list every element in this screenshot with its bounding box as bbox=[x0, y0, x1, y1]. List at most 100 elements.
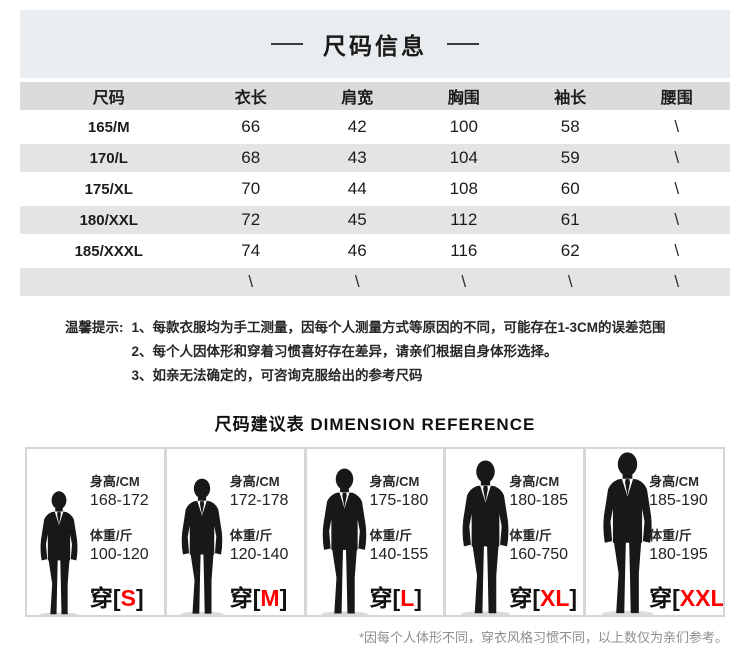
wear-size: L bbox=[400, 585, 415, 611]
cell-shoulder: 42 bbox=[347, 117, 367, 136]
tips-list: 1、每款衣服均为手工测量，因每个人测量方式等原因的不同，可能存在1-3CM的误差… bbox=[132, 316, 666, 388]
cell-size: 170/L bbox=[89, 149, 128, 167]
panel-text: 身高/CM 185-190 体重/斤 180-195 穿[XXL] bbox=[649, 471, 723, 611]
weight-value: 120-140 bbox=[229, 546, 289, 563]
header-cell-size: 尺码 bbox=[92, 90, 125, 107]
panel-text: 身高/CM 180-185 体重/斤 160-750 穿[XL] bbox=[509, 471, 581, 611]
cell-sleeve: 62 bbox=[560, 241, 580, 260]
wear-prefix: 穿[ bbox=[229, 585, 261, 611]
wear-prefix: 穿[ bbox=[89, 585, 121, 611]
weight-value: 180-195 bbox=[649, 546, 708, 563]
height-value: 185-190 bbox=[649, 492, 708, 509]
cell-sleeve: 60 bbox=[560, 179, 580, 198]
header-cell-sleeve: 袖长 bbox=[554, 90, 587, 107]
wear-prefix: 穿[ bbox=[649, 585, 680, 611]
wear-size: XXL bbox=[679, 585, 723, 611]
cell-waist: \ bbox=[674, 117, 680, 136]
tip-item: 1、每款衣服均为手工测量，因每个人测量方式等原因的不同，可能存在1-3CM的误差… bbox=[131, 320, 666, 335]
wear-size: XL bbox=[539, 585, 570, 611]
height-value: 172-178 bbox=[229, 492, 289, 509]
title-dash-left bbox=[271, 43, 303, 45]
cell-shoulder: 44 bbox=[347, 179, 367, 198]
wear-size-line: 穿[XXL] bbox=[649, 579, 723, 613]
table-row: \ \ \ \ \ bbox=[20, 268, 730, 296]
cell-length: 66 bbox=[241, 117, 261, 136]
cell-waist: \ bbox=[674, 272, 680, 291]
size-panel-l: 身高/CM 175-180 体重/斤 140-155 穿[L] bbox=[306, 449, 444, 615]
wear-suffix: ] bbox=[135, 585, 144, 611]
cell-length: 72 bbox=[241, 210, 261, 229]
table-row: 170/L 68 43 104 59 \ bbox=[20, 144, 730, 172]
wear-suffix: ] bbox=[414, 585, 422, 611]
tips-label: 温馨提示: bbox=[65, 320, 124, 335]
height-label: 身高/CM bbox=[649, 474, 699, 489]
header-cell-shoulder: 肩宽 bbox=[341, 90, 374, 107]
cell-shoulder: 43 bbox=[347, 148, 367, 167]
cell-waist: \ bbox=[674, 148, 680, 167]
cell-size: 165/M bbox=[87, 118, 130, 136]
table-header-row: 尺码 衣长 肩宽 胸围 袖长 腰围 bbox=[20, 82, 730, 110]
cell-sleeve: 59 bbox=[560, 148, 580, 167]
cell-chest: 104 bbox=[449, 148, 478, 167]
page-title: 尺码信息 bbox=[323, 33, 427, 59]
wear-size-line: 穿[M] bbox=[230, 579, 302, 613]
weight-label: 体重/斤 bbox=[369, 528, 413, 543]
cell-chest: \ bbox=[461, 272, 467, 291]
size-table: 尺码 衣长 肩宽 胸围 袖长 腰围 165/M 66 42 100 58 \ 1… bbox=[20, 82, 730, 296]
height-value: 175-180 bbox=[369, 492, 429, 509]
cell-length: 68 bbox=[241, 148, 261, 167]
cell-chest: 116 bbox=[450, 241, 478, 260]
cell-shoulder: \ bbox=[354, 272, 360, 291]
wear-size: M bbox=[260, 585, 280, 611]
cell-chest: 108 bbox=[449, 179, 478, 198]
cell-sleeve: 58 bbox=[560, 117, 580, 136]
panel-text: 身高/CM 175-180 体重/斤 140-155 穿[L] bbox=[369, 471, 442, 611]
suit-man-silhouette-icon bbox=[28, 491, 90, 615]
title-band: 尺码信息 bbox=[20, 10, 730, 78]
cell-chest: 112 bbox=[450, 210, 478, 229]
panel-text: 身高/CM 168-172 体重/斤 100-120 穿[S] bbox=[89, 471, 162, 611]
cell-length: 74 bbox=[241, 241, 261, 260]
height-label: 身高/CM bbox=[229, 474, 280, 489]
wear-size-line: 穿[L] bbox=[370, 579, 442, 613]
header-cell-waist: 腰围 bbox=[660, 90, 693, 107]
weight-value: 100-120 bbox=[89, 546, 149, 563]
footnote: *因每个人体形不同，穿衣风格习惯不同，以上数仅为亲们参考。 bbox=[358, 630, 728, 645]
wear-size-line: 穿[S] bbox=[90, 579, 162, 613]
header-cell-chest: 胸围 bbox=[447, 90, 480, 107]
size-panel-xxl: 身高/CM 185-190 体重/斤 180-195 穿[XXL] bbox=[586, 449, 723, 615]
cell-chest: 100 bbox=[449, 117, 478, 136]
table-row: 185/XXXL 74 46 116 62 \ bbox=[20, 236, 730, 266]
cell-waist: \ bbox=[674, 241, 680, 260]
height-label: 身高/CM bbox=[509, 474, 560, 489]
size-panel-strip: 身高/CM 168-172 体重/斤 100-120 穿[S] 身高/CM 17… bbox=[25, 447, 725, 617]
cell-length: \ bbox=[248, 272, 254, 291]
weight-label: 体重/斤 bbox=[89, 528, 133, 543]
size-panel-s: 身高/CM 168-172 体重/斤 100-120 穿[S] bbox=[27, 449, 164, 615]
height-label: 身高/CM bbox=[89, 474, 140, 489]
wear-prefix: 穿[ bbox=[369, 585, 401, 611]
height-label: 身高/CM bbox=[369, 474, 420, 489]
cell-shoulder: 45 bbox=[347, 210, 367, 229]
cell-waist: \ bbox=[674, 179, 680, 198]
weight-label: 体重/斤 bbox=[229, 528, 273, 543]
wear-size-line: 穿[XL] bbox=[509, 579, 581, 613]
cell-size: 185/XXXL bbox=[74, 242, 143, 260]
suit-man-silhouette-icon bbox=[168, 478, 236, 615]
cell-size: 175/XL bbox=[84, 180, 133, 198]
weight-value: 140-155 bbox=[369, 546, 429, 563]
cell-sleeve: 61 bbox=[560, 210, 580, 229]
panel-text: 身高/CM 172-178 体重/斤 120-140 穿[M] bbox=[229, 471, 302, 611]
warm-tips: 温馨提示: 1、每款衣服均为手工测量，因每个人测量方式等原因的不同，可能存在1-… bbox=[65, 316, 730, 388]
title-dash-right bbox=[447, 43, 479, 45]
table-row: 180/XXL 72 45 112 61 \ bbox=[20, 206, 730, 234]
wear-size: S bbox=[120, 585, 136, 611]
cell-sleeve: \ bbox=[567, 272, 573, 291]
table-row: 165/M 66 42 100 58 \ bbox=[20, 112, 730, 142]
cell-length: 70 bbox=[241, 179, 261, 198]
height-value: 168-172 bbox=[89, 492, 149, 509]
tip-item: 2、每个人因体形和穿着习惯喜好存在差异，请亲们根据自身体形选择。 bbox=[131, 344, 558, 359]
header-cell-length: 衣长 bbox=[234, 90, 267, 107]
cell-size: 180/XXL bbox=[79, 211, 138, 229]
cell-waist: \ bbox=[674, 210, 680, 229]
